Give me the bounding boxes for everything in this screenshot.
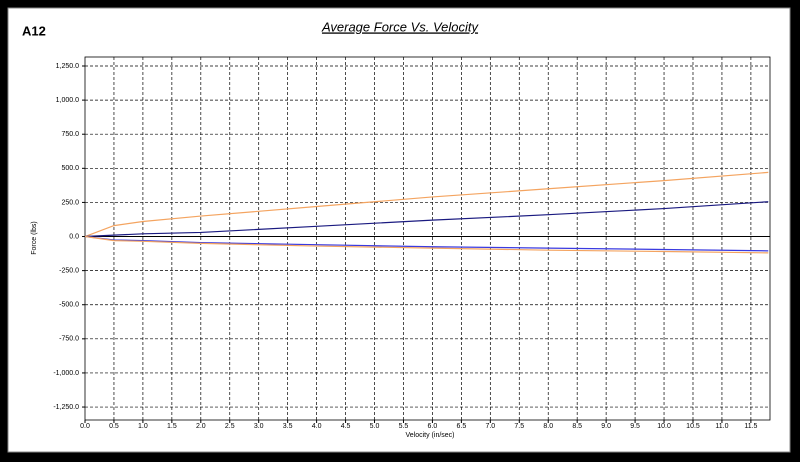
y-tick-label: -250.0 [59, 267, 79, 274]
x-tick-label: 7.5 [514, 423, 524, 430]
x-tick-label: 4.0 [312, 423, 322, 430]
x-tick-label: 8.0 [543, 423, 553, 430]
x-tick-label: 4.5 [341, 423, 351, 430]
x-tick-label: 1.0 [138, 423, 148, 430]
y-tick-label: -1,000.0 [53, 370, 79, 377]
x-tick-label: 10.5 [686, 423, 700, 430]
x-axis-label: Velocity (in/sec) [405, 432, 454, 439]
series-line [84, 235, 769, 254]
x-tick-label: 11.0 [715, 423, 728, 430]
x-tick-label: 9.5 [630, 423, 640, 430]
x-tick-label: 1.5 [167, 423, 177, 430]
x-tick-label: 10.0 [657, 423, 671, 430]
series-line [84, 201, 769, 238]
x-tick-label: 2.5 [225, 423, 235, 430]
y-tick-label: 1,250.0 [56, 63, 79, 70]
chart-title: Average Force Vs. Velocity [321, 19, 480, 34]
y-tick-label: 1,000.0 [56, 97, 79, 104]
y-tick-label: -500.0 [59, 302, 79, 309]
series-line [84, 235, 769, 252]
y-tick-label: 500.0 [61, 165, 79, 172]
y-axis-label: Force (lbs) [31, 221, 38, 254]
x-tick-label: 7.0 [485, 423, 495, 430]
y-tick-label: -1,250.0 [53, 404, 79, 411]
x-tick-label: 11.5 [744, 423, 757, 430]
x-tick-label: 0.0 [80, 423, 90, 430]
x-tick-label: 6.0 [428, 423, 438, 430]
plot-area [84, 56, 771, 421]
y-tick-label: 250.0 [61, 199, 79, 206]
x-tick-label: 6.5 [457, 423, 467, 430]
x-tick-label: 0.5 [109, 423, 119, 430]
y-tick-label: 750.0 [61, 131, 79, 138]
x-tick-label: 3.5 [283, 423, 293, 430]
y-tick-label: 0.0 [69, 233, 79, 240]
chart-label: A12 [22, 23, 46, 38]
y-tick-label: -750.0 [59, 336, 79, 343]
series-line [84, 171, 769, 238]
x-tick-label: 5.5 [399, 423, 409, 430]
x-tick-label: 9.0 [601, 423, 611, 430]
x-tick-label: 2.0 [196, 423, 206, 430]
x-tick-label: 3.0 [254, 423, 264, 430]
x-tick-label: 5.0 [370, 423, 380, 430]
x-tick-label: 8.5 [572, 423, 582, 430]
